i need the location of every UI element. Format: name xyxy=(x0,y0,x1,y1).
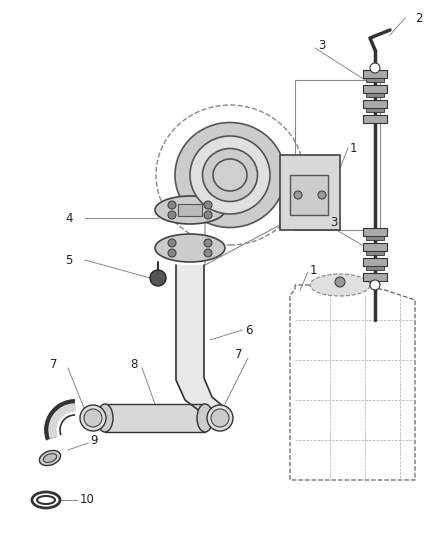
Bar xyxy=(365,93,383,97)
Circle shape xyxy=(168,211,176,219)
Ellipse shape xyxy=(37,496,55,504)
Ellipse shape xyxy=(84,409,102,427)
Circle shape xyxy=(204,249,212,257)
Ellipse shape xyxy=(211,409,229,427)
Circle shape xyxy=(369,63,379,73)
Circle shape xyxy=(204,211,212,219)
Circle shape xyxy=(204,201,212,209)
Ellipse shape xyxy=(155,105,303,245)
Text: 9: 9 xyxy=(90,433,97,447)
Text: 10: 10 xyxy=(80,494,95,506)
Bar xyxy=(362,258,386,266)
Polygon shape xyxy=(176,265,230,415)
Circle shape xyxy=(168,249,176,257)
Ellipse shape xyxy=(43,454,57,463)
Text: 3: 3 xyxy=(317,38,325,52)
Bar xyxy=(362,228,386,236)
Text: 5: 5 xyxy=(65,254,72,266)
Circle shape xyxy=(204,239,212,247)
Bar xyxy=(290,175,327,215)
Text: 6: 6 xyxy=(244,324,252,336)
Circle shape xyxy=(293,191,301,199)
Ellipse shape xyxy=(175,123,284,228)
Bar xyxy=(362,243,386,251)
Ellipse shape xyxy=(32,492,60,508)
Text: 3: 3 xyxy=(329,215,337,229)
Bar xyxy=(362,115,386,123)
Circle shape xyxy=(150,270,166,286)
Circle shape xyxy=(334,277,344,287)
Bar xyxy=(362,273,386,281)
Bar xyxy=(362,85,386,93)
Bar xyxy=(365,236,383,240)
Ellipse shape xyxy=(155,234,225,262)
Bar xyxy=(362,70,386,78)
Ellipse shape xyxy=(155,196,225,224)
Circle shape xyxy=(317,191,325,199)
Ellipse shape xyxy=(197,404,212,432)
Ellipse shape xyxy=(212,159,247,191)
Circle shape xyxy=(168,239,176,247)
Circle shape xyxy=(168,201,176,209)
Bar xyxy=(365,266,383,270)
Text: 1: 1 xyxy=(349,141,357,155)
Ellipse shape xyxy=(97,404,113,432)
Bar xyxy=(279,155,339,230)
Ellipse shape xyxy=(207,405,233,431)
Text: 1: 1 xyxy=(309,263,317,277)
Circle shape xyxy=(369,280,379,290)
Text: 8: 8 xyxy=(130,359,137,372)
Text: 7: 7 xyxy=(234,349,242,361)
Ellipse shape xyxy=(39,450,60,466)
Bar xyxy=(362,100,386,108)
Bar xyxy=(105,404,205,432)
Ellipse shape xyxy=(309,274,369,296)
Text: 7: 7 xyxy=(50,359,57,372)
Text: 2: 2 xyxy=(414,12,421,25)
Bar xyxy=(365,251,383,255)
Ellipse shape xyxy=(80,405,106,431)
Bar xyxy=(365,78,383,82)
Ellipse shape xyxy=(202,149,257,201)
Ellipse shape xyxy=(190,136,269,214)
Bar xyxy=(177,204,201,216)
Text: 4: 4 xyxy=(65,212,72,224)
Bar xyxy=(365,108,383,112)
